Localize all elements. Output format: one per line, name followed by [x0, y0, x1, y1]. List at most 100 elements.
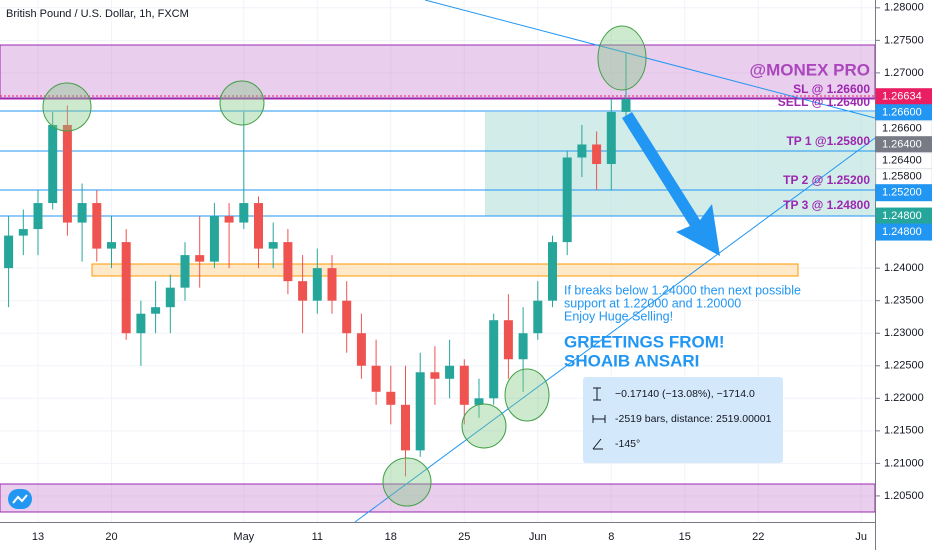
- candle-body: [356, 333, 366, 366]
- greeting: GREETINGS FROM!: [564, 332, 725, 351]
- candle-body: [445, 365, 455, 379]
- price-tag-label: 1.26634: [882, 91, 922, 103]
- price-tag-label: 1.25200: [882, 187, 922, 199]
- y-tick-label: 1.27500: [884, 34, 924, 46]
- y-tick-label: 1.22000: [884, 392, 924, 404]
- y-tick-label: 1.28000: [884, 2, 924, 14]
- x-tick-label: Ju: [855, 531, 867, 543]
- x-tick-label: 20: [105, 531, 117, 543]
- y-tick-label: 1.23500: [884, 295, 924, 307]
- candle-body: [224, 216, 234, 223]
- price-tag-label: 1.24800: [882, 210, 922, 222]
- candle-body: [180, 255, 190, 288]
- measure-text: −0.17140 (−13.08%), −1714.0: [615, 388, 755, 400]
- price-tag-label: 1.26400: [882, 139, 922, 151]
- candle-body: [430, 372, 440, 379]
- candle-body: [165, 287, 175, 308]
- icon: [592, 415, 606, 423]
- candle-body: [592, 144, 602, 165]
- arrow: [622, 112, 720, 256]
- y-tick-label: 1.21000: [884, 457, 924, 469]
- icon: [593, 387, 601, 401]
- icon: [592, 438, 603, 450]
- y-tick-label: 1.24000: [884, 262, 924, 274]
- y-tick-label: 1.22500: [884, 360, 924, 372]
- chart-title: British Pound / U.S. Dollar, 1h, FXCM: [6, 8, 189, 20]
- candle-body: [18, 229, 28, 236]
- circle: [461, 403, 507, 449]
- price-tag-label: 1.25800: [882, 171, 922, 183]
- candle-body: [254, 203, 263, 249]
- candle-body: [151, 307, 161, 314]
- x-tick-label: 13: [32, 531, 44, 543]
- candle-body: [401, 404, 410, 451]
- demand-zone: [0, 483, 876, 513]
- candle-body: [606, 111, 616, 165]
- x-tick-label: 18: [385, 531, 397, 543]
- y-tick-label: 1.27000: [884, 67, 924, 79]
- candle-body: [489, 320, 499, 399]
- x-tick-label: Jun: [529, 531, 547, 543]
- y-tick-label: 1.23000: [884, 327, 924, 339]
- candle-body: [239, 203, 249, 223]
- candle-body: [474, 398, 484, 405]
- candle-body: [136, 313, 146, 334]
- support-zone: [91, 263, 799, 277]
- candle-body: [195, 255, 205, 262]
- tp2-label: TP 2 @ 1.25200: [783, 173, 870, 187]
- candle-body: [33, 203, 43, 230]
- candle-body: [562, 157, 572, 243]
- measure-box: [583, 377, 783, 463]
- candle-body: [415, 372, 425, 451]
- greeting: SHOAIB ANSARI: [564, 351, 699, 370]
- candle-body: [342, 300, 352, 334]
- trend-line: [424, 0, 876, 119]
- price-tag-label: 1.26600: [882, 107, 922, 119]
- x-tick-label: 22: [752, 531, 764, 543]
- circle: [219, 80, 265, 126]
- tp1-label: TP 1 @1.25800: [786, 134, 870, 148]
- sl-label: SL @ 1.26600: [793, 82, 870, 96]
- price-tag: [875, 184, 932, 202]
- x-tick-label: 11: [312, 531, 323, 543]
- y-tick-label: 1.20500: [884, 490, 924, 502]
- candle-body: [283, 242, 293, 282]
- sell-label: SELL @ 1.26400: [778, 95, 871, 109]
- note-text: Enjoy Huge Selling!: [564, 309, 673, 323]
- measure-text: -2519 bars, distance: 2519.00001: [615, 413, 772, 425]
- price-tag: [875, 223, 932, 241]
- note-text: If breaks below 1.24000 then next possib…: [564, 283, 801, 297]
- candle-body: [121, 242, 131, 334]
- candle-body: [327, 268, 337, 301]
- x-tick-label: 15: [679, 531, 691, 543]
- x-axis-panel: [0, 522, 875, 550]
- candle-body: [298, 281, 308, 301]
- circle: [382, 457, 432, 507]
- circle: [42, 82, 92, 132]
- x-tick-label: May: [233, 531, 254, 543]
- candle-body: [459, 365, 469, 405]
- candle-body: [577, 144, 587, 158]
- candle-body: [548, 242, 557, 301]
- candle-body: [503, 320, 513, 360]
- candle-body: [209, 216, 219, 262]
- price-tag-label: 1.26400: [882, 155, 922, 167]
- circles: [42, 25, 647, 507]
- note-text: support at 1.22000 and 1.20000: [564, 296, 741, 310]
- tp3-label: TP 3 @ 1.24800: [783, 198, 870, 212]
- candle-body: [4, 235, 14, 269]
- measure-text: -145°: [615, 438, 640, 450]
- candle-body: [92, 203, 102, 249]
- trend-line: [354, 137, 876, 523]
- y-tick-label: 1.21500: [884, 425, 924, 437]
- circle: [504, 368, 550, 422]
- candle-body: [107, 242, 116, 249]
- logo-mark: [12, 494, 28, 504]
- candle-body: [48, 124, 58, 204]
- candle-body: [371, 365, 381, 392]
- supply-zone: [0, 44, 876, 99]
- candle-body: [62, 124, 72, 223]
- x-tick-label: 25: [458, 531, 470, 543]
- candle-body: [386, 391, 396, 405]
